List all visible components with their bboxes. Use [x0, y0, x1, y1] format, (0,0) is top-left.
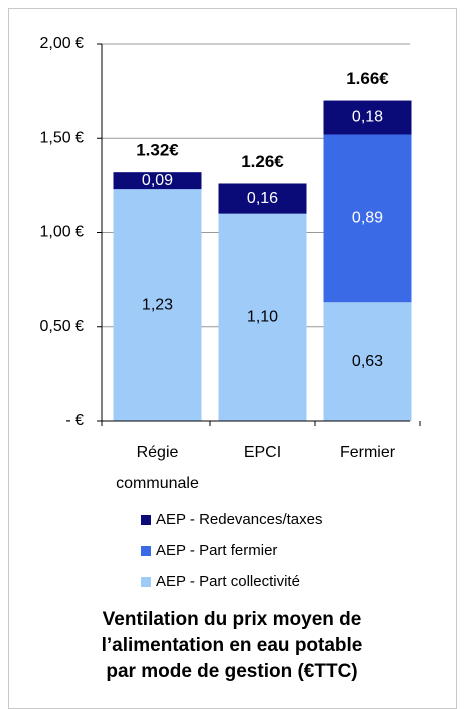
legend-swatch	[141, 577, 151, 587]
y-tick-label: 1,50 €	[40, 129, 85, 146]
x-tick-label: Régie communale	[116, 444, 199, 492]
legend-label: AEP - Part collectivité	[156, 573, 300, 590]
value-label: 0,16	[247, 190, 278, 207]
x-tick-label: Fermier	[340, 444, 396, 461]
value-label: 0,89	[352, 210, 383, 227]
value-label: 0,63	[352, 353, 383, 370]
legend-label: AEP - Redevances/taxes	[156, 511, 322, 528]
x-tick-label: EPCI	[244, 444, 281, 461]
chart-title: Ventilation du prix moyen de	[103, 609, 362, 630]
bar-segment	[323, 100, 412, 135]
bar-segment	[113, 189, 202, 421]
chart-title: par mode de gestion (€TTC)	[106, 661, 357, 682]
total-label: 1.66€	[346, 69, 389, 88]
value-label: 0,18	[352, 109, 383, 126]
y-tick-label: 1,00 €	[40, 224, 85, 241]
y-tick-label: 2,00 €	[40, 35, 85, 52]
legend-swatch	[141, 546, 151, 556]
bar-segment	[218, 183, 307, 214]
value-label: 0,09	[142, 172, 173, 189]
legend-swatch	[141, 515, 151, 525]
legend-label: AEP - Part fermier	[156, 542, 277, 559]
chart-title: l’alimentation en eau potable	[102, 635, 363, 656]
bar-segment	[323, 134, 412, 303]
total-label: 1.26€	[241, 152, 284, 171]
total-label: 1.32€	[136, 141, 179, 160]
y-tick-label: 0,50 €	[40, 318, 85, 335]
value-label: 1,10	[247, 309, 278, 326]
bar-segment	[218, 213, 307, 421]
bar-segment	[113, 172, 202, 190]
value-label: 1,23	[142, 296, 173, 313]
y-tick-label: - €	[65, 412, 84, 429]
bar-segment	[323, 302, 412, 421]
